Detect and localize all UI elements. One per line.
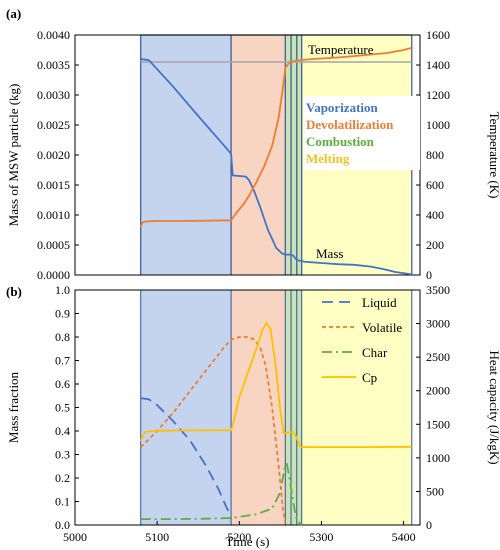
annotation-temperature: Temperature [308,42,374,57]
legend-label-volatile: Volatile [362,320,402,335]
y-right-tick-label: 1600 [426,28,450,42]
y-tick-label: 0.0040 [37,28,70,42]
y-right-tick-label: 1000 [426,118,450,132]
y-right-tick-label: 1500 [426,417,450,431]
y-axis-label: Mass fraction [6,371,21,443]
y-right-tick-label: 2500 [426,350,450,364]
y-tick-label: 0.0020 [37,148,70,162]
y-tick-label: 0.0010 [37,208,70,222]
y-tick-label: 0.1 [55,495,70,509]
phase-label-vaporization: Vaporization [306,100,379,115]
y-right-axis-label: Heat capacity (J/kgK) [487,350,500,464]
region-vaporization [140,35,232,275]
y-right-tick-label: 2000 [426,384,450,398]
y-tick-label: 0.8 [55,330,70,344]
y-tick-label: 0.2 [55,471,70,485]
y-tick-label: 0.4 [55,424,70,438]
y-right-tick-label: 1200 [426,88,450,102]
phase-label-melting: Melting [306,151,350,166]
y-tick-label: 0.0025 [37,118,70,132]
region-melting [301,290,412,525]
phase-label-box [304,96,420,170]
y-right-tick-label: 600 [426,178,444,192]
y-right-tick-label: 400 [426,208,444,222]
x-tick-label: 5300 [309,530,333,544]
series-line-temperature [139,46,413,228]
region-combustion [285,290,302,525]
y-tick-label: 0.7 [55,354,70,368]
series-line-char [140,462,303,526]
y-tick-label: 0.0 [55,518,70,532]
legend-label-cp: Cp [362,370,377,385]
x-tick-label: 5100 [145,530,169,544]
series-line-cp [139,321,412,449]
y-axis-label: Mass of MSW particle (kg) [6,84,21,227]
y-tick-label: 0.3 [55,448,70,462]
legend-label-liquid: Liquid [362,295,397,310]
y-right-axis-label: Temperature (K) [487,112,500,199]
y-right-tick-label: 3000 [426,317,450,331]
y-right-tick-label: 1400 [426,58,450,72]
y-tick-label: 0.0015 [37,178,70,192]
y-right-tick-label: 200 [426,238,444,252]
y-tick-label: 1.0 [55,283,70,297]
x-tick-label: 5200 [227,530,251,544]
region-devolatilization [231,35,286,275]
x-tick-label: 5000 [63,530,87,544]
phase-label-devolatilization: Devolatilization [306,117,394,132]
region-devolatilization [231,290,286,525]
y-right-tick-label: 3500 [426,283,450,297]
panel-label: (b) [6,284,22,299]
y-right-tick-label: 800 [426,148,444,162]
y-tick-label: 0.6 [55,377,70,391]
y-tick-label: 0.0035 [37,58,70,72]
panel-label: (a) [6,6,21,21]
y-right-tick-label: 500 [426,484,444,498]
series-line-mass [140,58,412,276]
legend-label-char: Char [362,345,388,360]
y-tick-label: 0.0000 [37,268,70,282]
x-axis-label: Time (s) [226,534,270,549]
y-right-tick-label: 0 [426,518,432,532]
annotation-mass: Mass [316,246,343,261]
region-vaporization [140,290,232,525]
y-tick-label: 0.5 [55,401,70,415]
y-right-tick-label: 0 [426,268,432,282]
y-tick-label: 0.9 [55,307,70,321]
x-tick-label: 5400 [392,530,416,544]
region-combustion [285,35,302,275]
series-line-liquid [140,397,232,517]
y-tick-label: 0.0005 [37,238,70,252]
panel-b: 0.0 0.1 0.2 0.3 0.4 0.5 0.6 0.7 0.8 0.9 1.0 0 500 100… [6,283,500,549]
panel-a: 0.0000 0.0005 0.0010 0.0015 0.0020 0.0025 0.00… [6,6,500,282]
y-tick-label: 0.0030 [37,88,70,102]
y-right-tick-label: 1000 [426,451,450,465]
phase-label-combustion: Combustion [306,134,375,149]
